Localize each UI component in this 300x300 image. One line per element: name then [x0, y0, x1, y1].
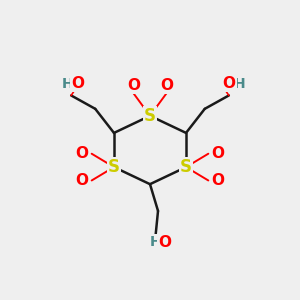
Text: H: H [149, 235, 161, 249]
Text: S: S [144, 107, 156, 125]
Text: O: O [211, 173, 224, 188]
Text: O: O [76, 173, 89, 188]
Text: O: O [211, 146, 224, 161]
Text: O: O [76, 146, 89, 161]
Text: H: H [62, 76, 74, 91]
Text: S: S [108, 158, 120, 176]
Text: O: O [223, 76, 236, 91]
Text: O: O [127, 78, 140, 93]
Text: S: S [180, 158, 192, 176]
Text: O: O [158, 235, 171, 250]
Text: O: O [160, 78, 173, 93]
Text: O: O [71, 76, 84, 91]
Text: H: H [233, 76, 245, 91]
